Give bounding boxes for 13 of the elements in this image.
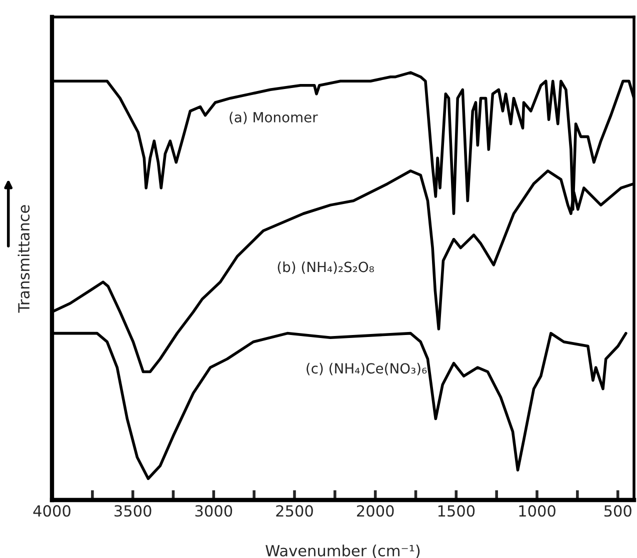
x-tick-label: 3500 — [114, 505, 152, 517]
x-axis-title: Wavenumber (cm⁻¹) — [266, 544, 420, 558]
x-tick-label: 2500 — [276, 505, 313, 517]
x-tick-label: 2000 — [357, 505, 394, 517]
series-label: (a) Monomer — [230, 112, 318, 124]
x-tick-label: 500 — [604, 505, 632, 517]
x-tick-label: 1000 — [519, 505, 556, 517]
y-axis-title: Transmittance — [18, 205, 30, 313]
x-tick-label: 3000 — [195, 505, 232, 517]
series-label: (c) (NH₄)Ce(NO₃)₆ — [306, 362, 427, 376]
text: (b) (NH₄)₂S₂O₈ — [278, 261, 374, 274]
x-tick-label: 4000 — [33, 505, 70, 517]
x-tick-label: 1500 — [438, 505, 475, 517]
